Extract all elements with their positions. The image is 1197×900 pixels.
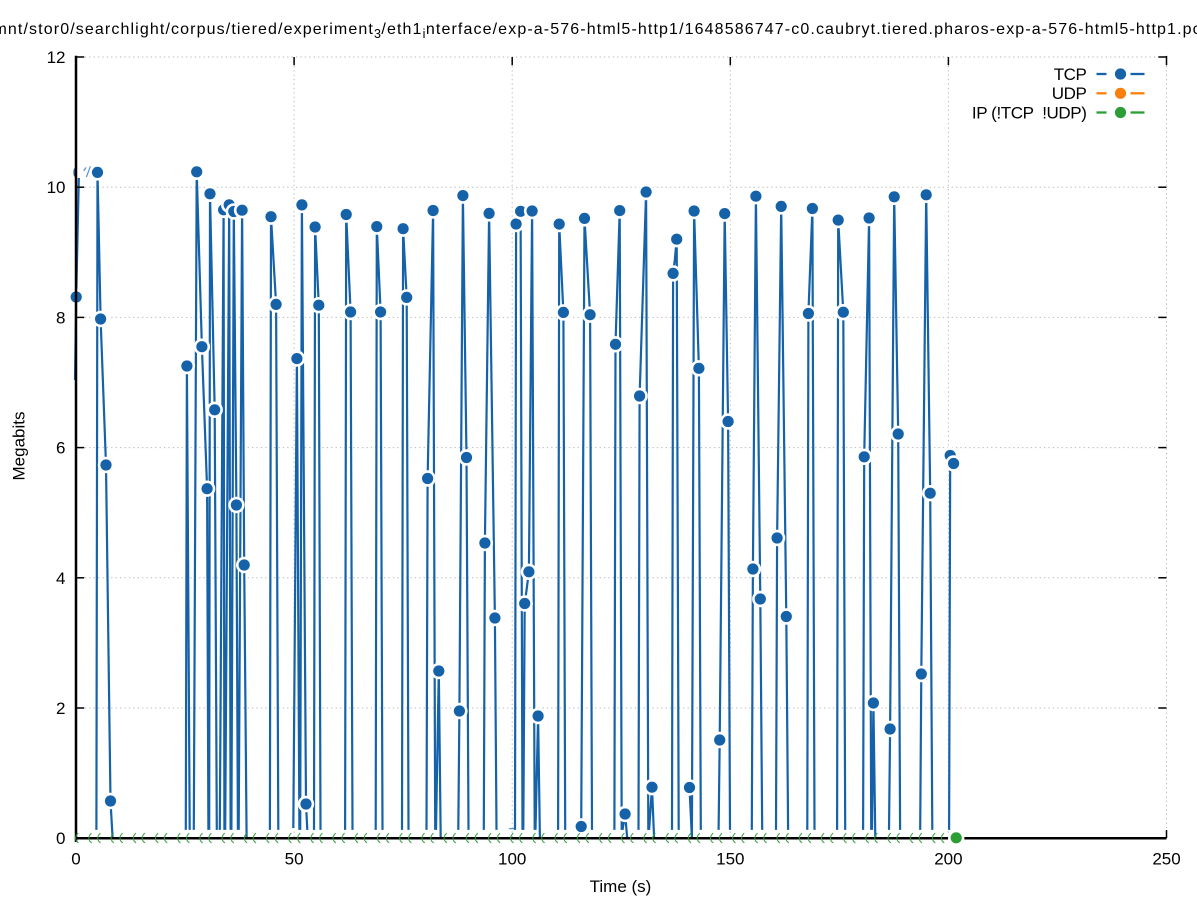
svg-text:6: 6 — [56, 439, 65, 458]
svg-text:Megabits: Megabits — [10, 412, 29, 481]
svg-text:4: 4 — [56, 569, 65, 588]
svg-text:10: 10 — [47, 178, 66, 197]
svg-text:2: 2 — [56, 699, 65, 718]
svg-text:0: 0 — [71, 850, 80, 869]
svg-text:8: 8 — [56, 308, 65, 327]
svg-text:12: 12 — [47, 48, 66, 67]
svg-text:100: 100 — [498, 850, 526, 869]
svg-text:200: 200 — [934, 850, 962, 869]
svg-text:Time (s): Time (s) — [590, 877, 652, 896]
svg-text:0: 0 — [56, 829, 65, 848]
svg-text:IP (!TCP !UDP): IP (!TCP !UDP) — [972, 103, 1087, 122]
svg-text:UDP: UDP — [1052, 84, 1087, 103]
svg-text:250: 250 — [1152, 850, 1180, 869]
svg-text:50: 50 — [285, 850, 304, 869]
svg-text:TCP: TCP — [1054, 65, 1087, 84]
svg-text:150: 150 — [716, 850, 744, 869]
